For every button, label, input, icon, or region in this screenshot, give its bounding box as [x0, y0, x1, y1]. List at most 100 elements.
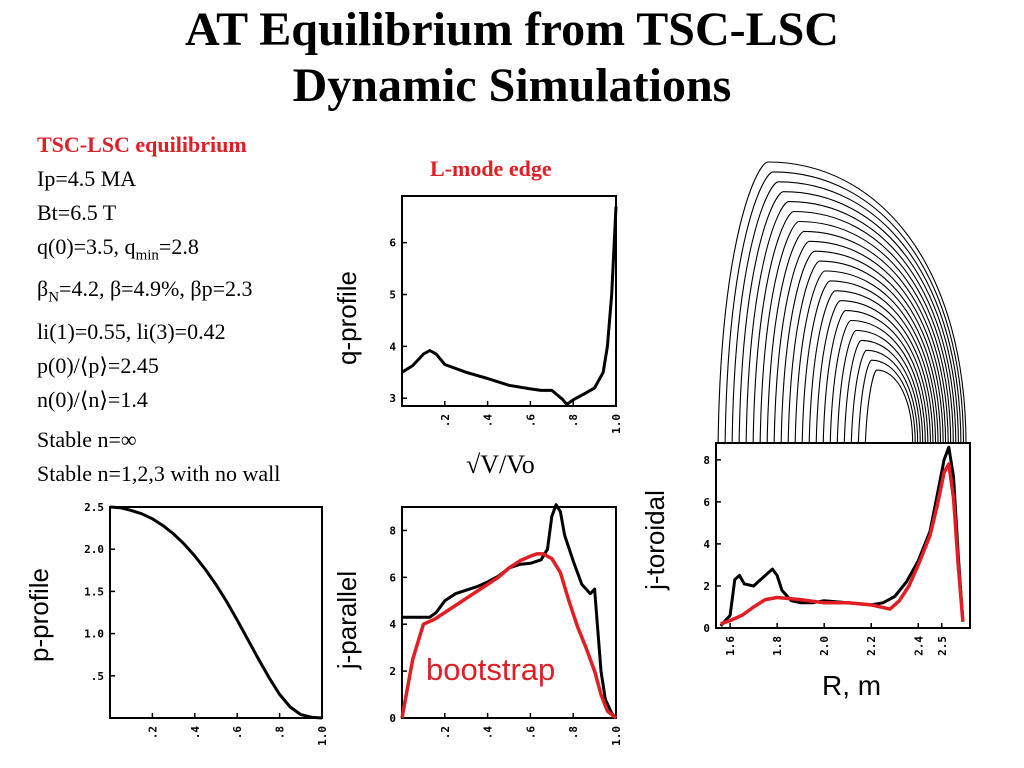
- chart-q: 3 4 5 6 .2 .4 .6 .8 1.0 q-profile: [332, 195, 623, 434]
- flux-contour: [850, 349, 919, 453]
- flux-contour: [717, 161, 967, 453]
- flux-contour: [857, 359, 916, 453]
- chart-jt: 0 2 4 6 8 1.6 1.8 2.0 2.2 2.4 2.5 j-toroidal: [640, 442, 971, 656]
- flux-contour: [808, 290, 934, 453]
- chart-q-xtick-label: .8: [567, 414, 580, 427]
- chart-q-frame: [401, 195, 617, 407]
- stability-1: Stable n=∞: [37, 426, 137, 452]
- chart-jp-xtick-label: .2: [439, 726, 452, 739]
- param-bt: Bt=6.5 T: [37, 200, 117, 225]
- chart-jp-ytick-label: 2: [389, 665, 396, 678]
- flux-contour: [843, 339, 921, 453]
- chart-p-xtick-label: .6: [231, 726, 244, 740]
- chart-p-ytick-label: 1.5: [84, 585, 104, 598]
- chart-jt-xtick-label: 2.2: [865, 636, 878, 656]
- flux-contour: [738, 191, 959, 453]
- flux-contour: [773, 240, 947, 453]
- page-title: AT Equilibrium from TSC-LSC Dynamic Simu…: [0, 2, 1024, 114]
- param-beta-sub: N: [48, 289, 60, 306]
- r-axis-label: R, m: [822, 670, 882, 701]
- equilibrium-parameters: TSC-LSC equilibrium Ip=4.5 MA Bt=6.5 T q…: [37, 128, 280, 491]
- param-q: q(0)=3.5, qmin=2.8: [37, 230, 280, 272]
- flux-contour: [801, 280, 937, 453]
- flux-contour: [815, 300, 931, 453]
- chart-jp-xtick-label: 1.0: [610, 726, 623, 746]
- chart-p-ytick-label: 2.0: [84, 543, 104, 556]
- chart-q-ytick-label: 6: [389, 237, 396, 250]
- chart-q-ylabel: q-profile: [332, 271, 362, 365]
- flux-surface-contours: [717, 161, 967, 453]
- flux-contour: [745, 201, 957, 453]
- chart-q-xtick-label: .6: [524, 414, 537, 428]
- chart-jp-series-black: [402, 503, 618, 720]
- chart-p-xtick-label: .4: [189, 726, 202, 740]
- param-li: li(1)=0.55, li(3)=0.42: [37, 318, 226, 344]
- chart-p-xtick-label: 1.0: [316, 726, 329, 746]
- param-q-prefix: q(0)=3.5, q: [37, 234, 136, 259]
- chart-jp-ytick-label: 8: [389, 524, 396, 537]
- chart-jt-ytick-label: 6: [703, 496, 710, 509]
- bootstrap-label: bootstrap: [426, 652, 556, 687]
- chart-p: .5 1.0 1.5 2.0 2.5 .2 .4 .6 .8 1.0 p-profile: [24, 501, 329, 746]
- chart-q-xtick-label: 1.0: [610, 414, 623, 434]
- chart-jp-xtick-label: .4: [482, 726, 495, 740]
- chart-q-xtick-label: .2: [439, 414, 452, 427]
- sqrtV-axis-label: √V/Vo: [466, 450, 535, 479]
- flux-contour: [836, 329, 924, 453]
- flux-contour: [864, 369, 914, 453]
- flux-contour: [766, 230, 949, 453]
- chart-jt-xtick-label: 2.0: [818, 636, 831, 656]
- chart-jt-ytick-label: 2: [703, 580, 710, 593]
- chart-jp-xtick-label: .8: [567, 726, 580, 739]
- chart-p-xtick-label: .8: [274, 726, 287, 739]
- flux-contour: [752, 210, 954, 453]
- title-line-1: AT Equilibrium from TSC-LSC: [185, 3, 839, 56]
- flux-contour: [822, 310, 929, 453]
- title-line-2: Dynamic Simulations: [292, 59, 732, 112]
- param-beta: βN=4.2, β=4.9%, βp=2.3: [37, 272, 280, 314]
- chart-p-ytick-label: 2.5: [84, 501, 104, 514]
- chart-q-ytick-label: 3: [389, 392, 396, 405]
- flux-contour: [724, 171, 965, 453]
- chart-jt-ytick-label: 4: [703, 538, 710, 551]
- stability-2: Stable n=1,2,3 with no wall: [37, 460, 281, 486]
- chart-jt-series-black: [719, 445, 965, 627]
- chart-p-ytick-label: .5: [91, 670, 104, 683]
- chart-jp-series-red: [400, 552, 618, 720]
- params-header: TSC-LSC equilibrium: [37, 132, 247, 157]
- lmode-edge-label: L-mode edge: [430, 156, 552, 181]
- chart-p-series-black: [109, 505, 323, 720]
- chart-jt-ytick-label: 0: [703, 622, 710, 635]
- chart-p-xtick-label: .2: [146, 726, 159, 739]
- flux-contour: [794, 270, 939, 453]
- chart-jt-ytick-label: 8: [703, 454, 710, 467]
- chart-jp-ylabel: j-parallel: [332, 571, 362, 670]
- chart-q-xtick-label: .4: [482, 414, 495, 428]
- chart-jp-ytick-label: 4: [389, 618, 396, 631]
- flux-contour: [759, 220, 952, 453]
- chart-p-ylabel: p-profile: [24, 568, 54, 662]
- chart-q-series-black: [401, 206, 618, 406]
- param-q-suffix: =2.8: [158, 234, 199, 259]
- chart-jt-series-red: [720, 462, 965, 626]
- flux-contour: [731, 181, 962, 453]
- chart-q-ytick-label: 4: [389, 340, 396, 353]
- chart-jt-frame: [715, 442, 971, 629]
- chart-q-ytick-label: 5: [389, 289, 396, 302]
- chart-jt-xtick-label: 2.4: [912, 636, 925, 656]
- chart-jt-xtick-label: 1.8: [771, 636, 784, 656]
- param-q-sub: min: [135, 247, 159, 264]
- chart-p-ytick-label: 1.0: [84, 628, 104, 641]
- chart-jt-xtick-label: 2.5: [936, 636, 949, 656]
- chart-jp-xtick-label: .6: [524, 726, 537, 740]
- param-n: n(0)/⟨n⟩=1.4: [37, 386, 148, 412]
- chart-jp-ytick-label: 0: [389, 712, 396, 725]
- flux-contour: [787, 260, 942, 453]
- param-beta-a: β: [37, 276, 49, 302]
- param-p: p(0)/⟨p⟩=2.45: [37, 352, 159, 378]
- flux-contour: [829, 319, 926, 453]
- param-ip: Ip=4.5 MA: [37, 166, 137, 191]
- flux-contour: [780, 250, 944, 453]
- chart-jt-ylabel: j-toroidal: [640, 490, 670, 591]
